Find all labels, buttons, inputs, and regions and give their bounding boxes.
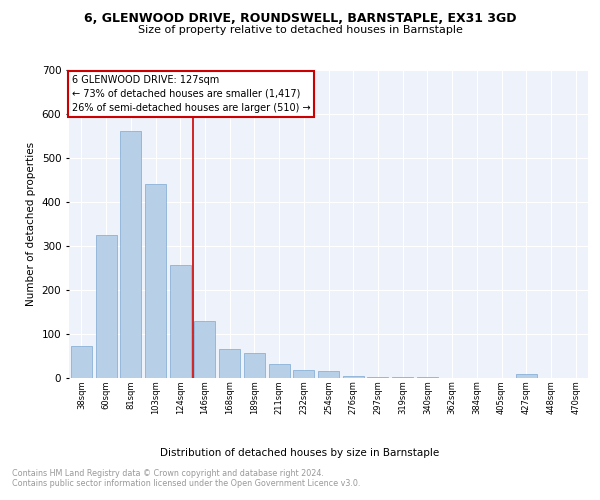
Bar <box>367 376 388 378</box>
Bar <box>194 322 215 378</box>
Text: 6, GLENWOOD DRIVE, ROUNDSWELL, BARNSTAPLE, EX31 3GD: 6, GLENWOOD DRIVE, ROUNDSWELL, BARNSTAPL… <box>84 12 516 26</box>
Bar <box>145 184 166 378</box>
Bar <box>170 264 191 378</box>
Y-axis label: Number of detached properties: Number of detached properties <box>26 142 36 306</box>
Text: Size of property relative to detached houses in Barnstaple: Size of property relative to detached ho… <box>137 25 463 35</box>
Bar <box>417 376 438 378</box>
Bar <box>95 234 116 378</box>
Bar <box>120 130 141 378</box>
Bar <box>343 376 364 378</box>
Text: 6 GLENWOOD DRIVE: 127sqm
← 73% of detached houses are smaller (1,417)
26% of sem: 6 GLENWOOD DRIVE: 127sqm ← 73% of detach… <box>71 74 310 112</box>
Bar <box>293 370 314 378</box>
Text: Contains HM Land Registry data © Crown copyright and database right 2024.
Contai: Contains HM Land Registry data © Crown c… <box>12 469 361 488</box>
Bar <box>392 376 413 378</box>
Bar <box>269 364 290 378</box>
Bar <box>516 374 537 378</box>
Bar <box>318 372 339 378</box>
Bar <box>71 346 92 378</box>
Text: Distribution of detached houses by size in Barnstaple: Distribution of detached houses by size … <box>160 448 440 458</box>
Bar <box>219 349 240 378</box>
Bar <box>244 354 265 378</box>
